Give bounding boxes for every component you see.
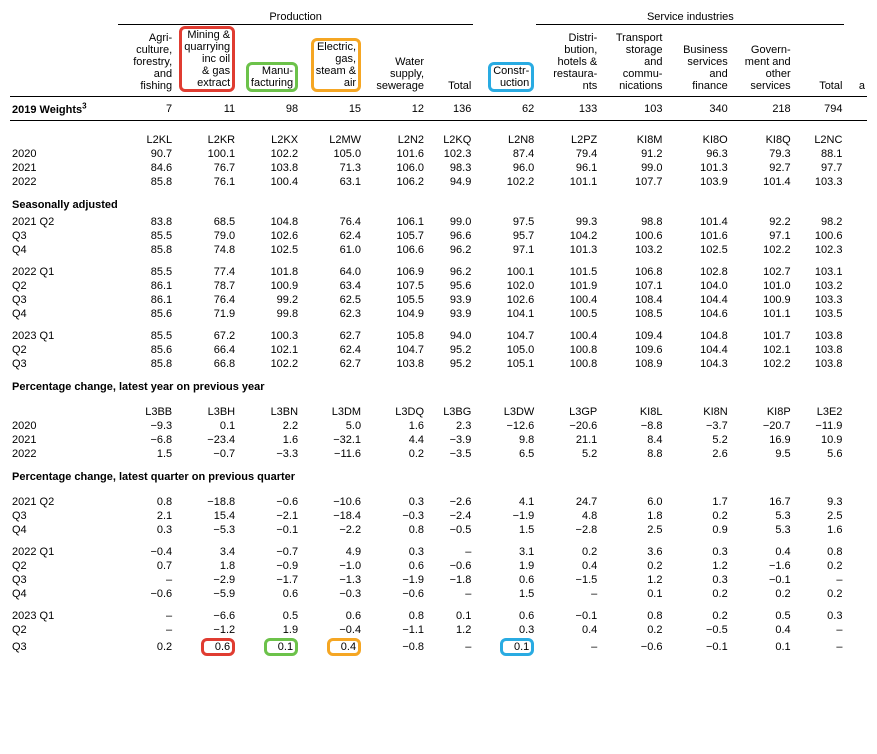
row-label: Q4 [10, 523, 118, 537]
series-code: L2KR [174, 133, 237, 147]
series-code: KI8P [730, 405, 793, 419]
row-label: 2022 Q1 [10, 265, 118, 279]
series-code: L3DW [473, 405, 536, 419]
section-seasonally-adjusted: Seasonally adjusted [10, 189, 867, 215]
row-label: 2021 [10, 161, 118, 175]
series-code: L2N2 [363, 133, 426, 147]
row-label: 2023 Q1 [10, 329, 118, 343]
row-label: Q3 [10, 293, 118, 307]
col-header-stotal: Total [793, 25, 845, 97]
col-header-transp: Transportstorageandcommu-nications [599, 25, 664, 97]
weights-label: 2019 Weights3 [10, 97, 118, 121]
row-label: Q3 [10, 573, 118, 587]
series-code: L3BH [174, 405, 237, 419]
highlighted-cell: 0.6 [174, 637, 237, 657]
series-code: L3GP [536, 405, 599, 419]
row-label: Q2 [10, 623, 118, 637]
row-label: 2022 Q1 [10, 545, 118, 559]
col-header-water: Watersupply,sewerage [363, 25, 426, 97]
series-code: L3BG [426, 405, 473, 419]
col-header-gov: Govern-ment andotherservices [730, 25, 793, 97]
col-header-elec: Electric,gas,steam &air [300, 25, 363, 97]
series-code: KI8N [664, 405, 729, 419]
series-code: L2PZ [536, 133, 599, 147]
col-header-ptotal: Total [426, 25, 473, 97]
row-label: Q3 [10, 357, 118, 371]
series-code: L3DM [300, 405, 363, 419]
series-code: L2N8 [473, 133, 536, 147]
series-code: L2KQ [426, 133, 473, 147]
row-label: 2020 [10, 147, 118, 161]
row-label: Q3 [10, 509, 118, 523]
series-code: L3E2 [793, 405, 845, 419]
series-code: L3BB [118, 405, 174, 419]
series-code: L2MW [300, 133, 363, 147]
section-pct-quarter: Percentage change, latest quarter on pre… [10, 461, 867, 487]
highlighted-cell: 0.1 [473, 637, 536, 657]
row-label: Q2 [10, 343, 118, 357]
series-code: L2KX [237, 133, 300, 147]
row-label: 2021 Q2 [10, 215, 118, 229]
series-code: KI8M [599, 133, 664, 147]
row-label: Q2 [10, 279, 118, 293]
series-code: L2NC [793, 133, 845, 147]
row-label: 2023 Q1 [10, 609, 118, 623]
row-label: 2022 [10, 447, 118, 461]
row-label: 2021 Q2 [10, 495, 118, 509]
highlighted-cell: 0.4 [300, 637, 363, 657]
series-code: L2KL [118, 133, 174, 147]
section-pct-year: Percentage change, latest year on previo… [10, 371, 867, 397]
group-header-production: Production [118, 10, 473, 25]
row-label: Q4 [10, 243, 118, 257]
series-code: L3BN [237, 405, 300, 419]
row-label: Q3 [10, 637, 118, 657]
series-code [844, 133, 867, 147]
col-header-extra: a [844, 25, 867, 97]
col-header-constr: Constr-uction [473, 25, 536, 97]
row-label: 2022 [10, 175, 118, 189]
data-table: Production Service industries Agri-culture… [10, 10, 867, 657]
group-header-service: Service industries [536, 10, 844, 25]
col-header-mining: Mining &quarryinginc oil& gasextract [174, 25, 237, 97]
col-header-distri: Distri-bution,hotels &restaura-nts [536, 25, 599, 97]
series-code [844, 405, 867, 419]
row-label: Q3 [10, 229, 118, 243]
series-code: KI8Q [730, 133, 793, 147]
series-code: KI8L [599, 405, 664, 419]
series-code: L3DQ [363, 405, 426, 419]
row-label: 2021 [10, 433, 118, 447]
highlighted-cell: 0.1 [237, 637, 300, 657]
row-label: Q4 [10, 307, 118, 321]
row-label: Q2 [10, 559, 118, 573]
col-header-busfin: Businessservicesandfinance [664, 25, 729, 97]
row-label: 2020 [10, 419, 118, 433]
series-code: KI8O [664, 133, 729, 147]
row-label: Q4 [10, 587, 118, 601]
col-header-manu: Manu-facturing [237, 25, 300, 97]
col-header-agri: Agri-culture,forestry,andfishing [118, 25, 174, 97]
